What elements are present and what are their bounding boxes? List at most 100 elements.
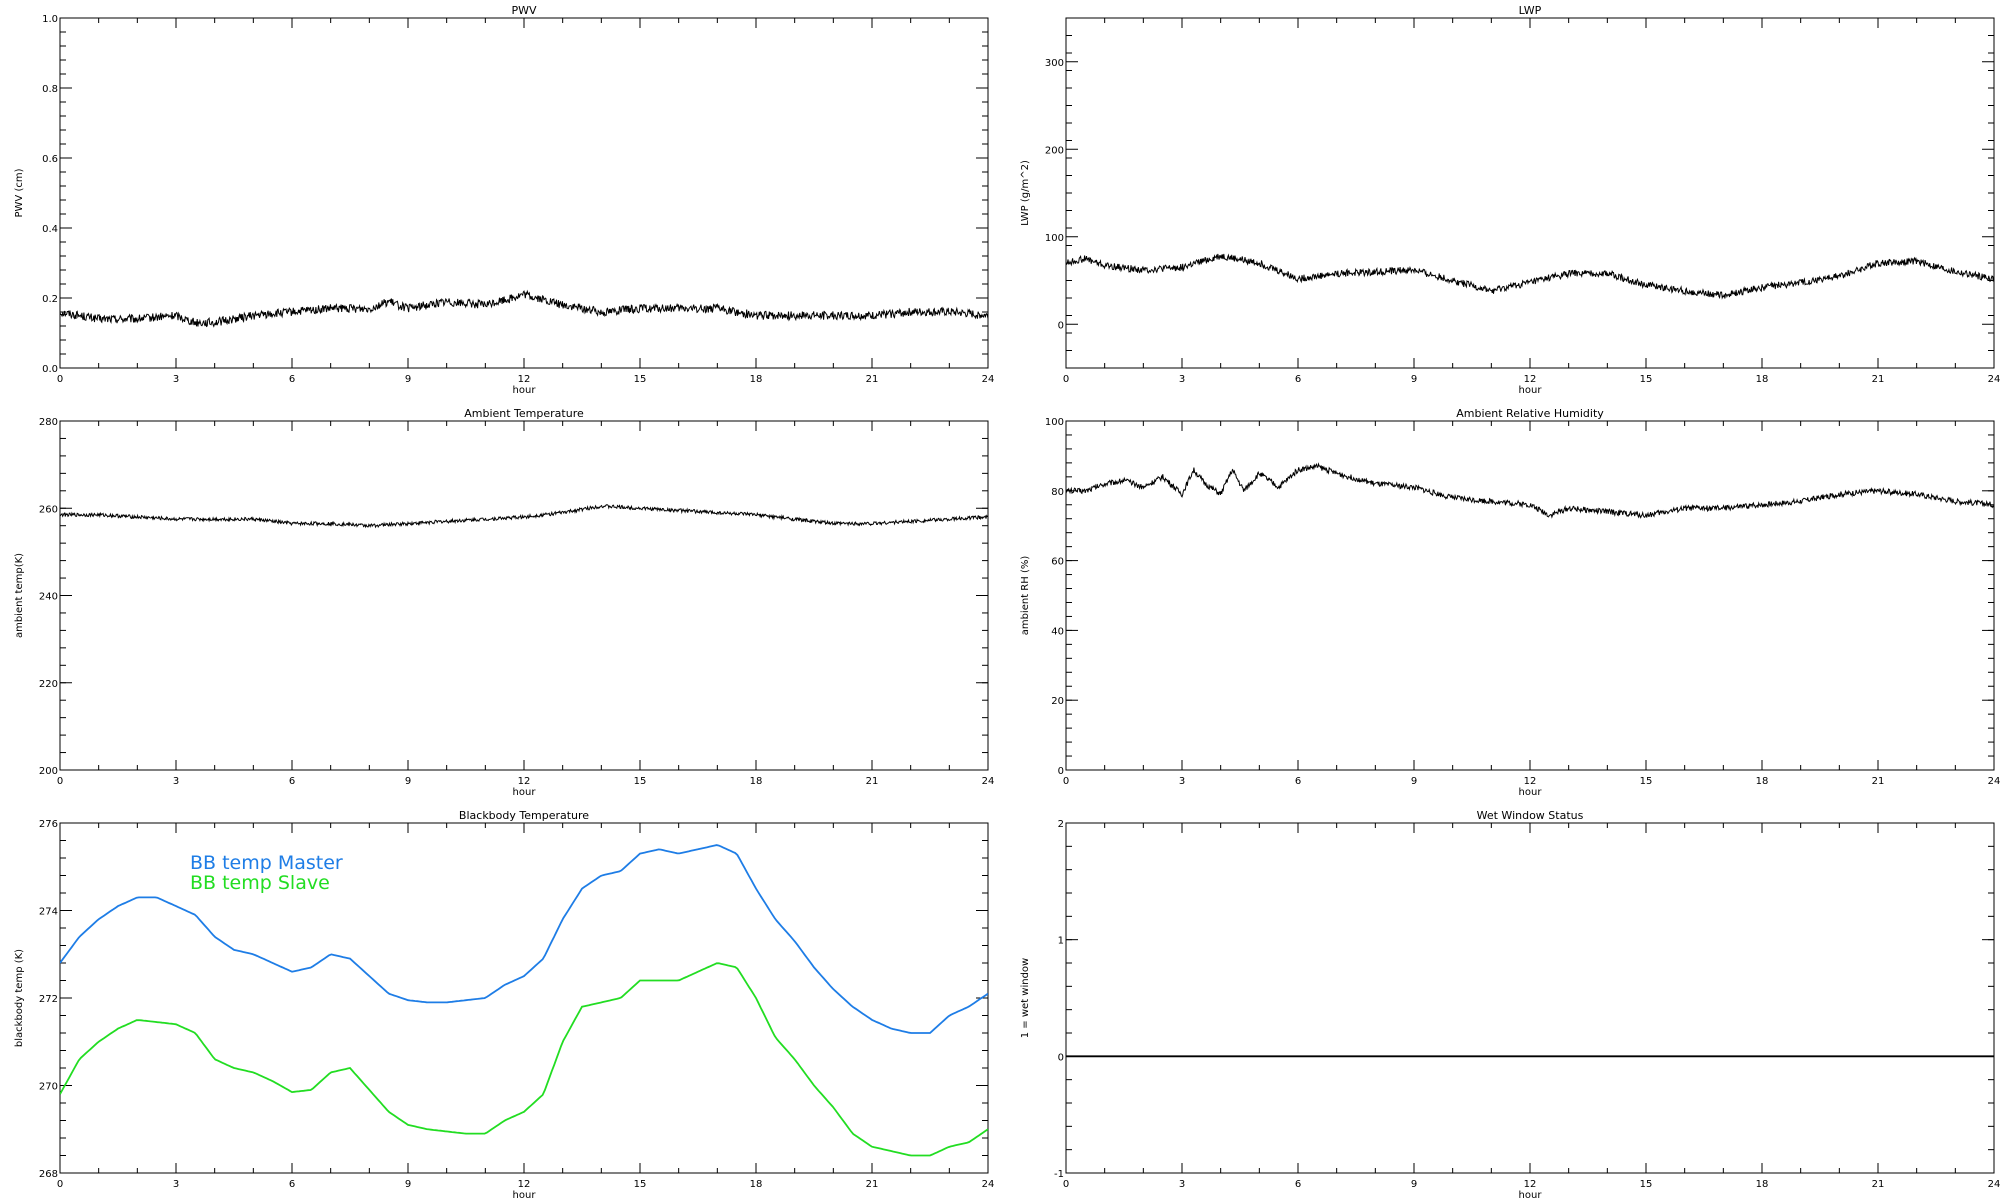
x-axis-label: hour [1519, 385, 1543, 396]
x-tick-label: 18 [750, 374, 763, 385]
y-tick-label: -1 [1054, 1169, 1064, 1180]
x-tick-label: 6 [1295, 374, 1301, 385]
x-tick-label: 18 [750, 1179, 763, 1190]
y-tick-label: 60 [1051, 557, 1064, 568]
x-axis-label: hour [1519, 787, 1543, 798]
x-tick-label: 12 [518, 776, 531, 787]
x-tick-label: 24 [982, 1179, 995, 1190]
y-axis-label: 1 = wet window [1020, 958, 1031, 1038]
chart-title: PWV [511, 4, 537, 17]
y-axis-label: ambient RH (%) [1020, 556, 1031, 636]
chart-panel-pwv: PWV 0 3 6 9 12 15 18 21 24 hour 0.0 0.2 0.4 0.6 0.8 1.0 P… [14, 4, 994, 396]
y-tick-label: 0.4 [42, 224, 58, 235]
plot-frame [1065, 420, 1995, 771]
x-tick-label: 0 [1063, 374, 1069, 385]
x-tick-label: 18 [750, 776, 763, 787]
x-tick-label: 9 [405, 776, 411, 787]
x-tick-label: 0 [57, 776, 63, 787]
y-axis-label: PWV (cm) [14, 168, 25, 217]
chart-panel-ambient-relative-humidity: Ambient Relative Humidity 0 3 6 9 12 15 18 21 24 h… [1020, 407, 2000, 798]
x-tick-label: 24 [1988, 776, 2000, 787]
x-tick-label: 9 [1411, 374, 1417, 385]
x-tick-label: 12 [1524, 374, 1537, 385]
y-tick-label: 1 [1058, 936, 1064, 947]
y-tick-label: 0 [1058, 320, 1064, 331]
x-axis-label: hour [513, 385, 537, 396]
x-axis-label: hour [1519, 1190, 1543, 1200]
x-axis-label: hour [513, 1190, 537, 1200]
y-tick-label: 0.0 [42, 364, 58, 375]
chart-title: LWP [1519, 4, 1542, 17]
x-tick-label: 6 [1295, 1179, 1301, 1190]
y-tick-label: 0.8 [42, 84, 58, 95]
legend-entry-0: BB temp Master [190, 852, 343, 874]
series-line-pwv [60, 289, 988, 328]
chart-title: Ambient Temperature [464, 407, 584, 420]
y-tick-label: 300 [1045, 58, 1064, 69]
chart-title: Blackbody Temperature [459, 809, 589, 822]
chart-title: Ambient Relative Humidity [1456, 407, 1604, 420]
x-tick-label: 18 [1756, 776, 1769, 787]
y-tick-label: 274 [39, 907, 58, 918]
y-axis-label: blackbody temp (K) [14, 949, 25, 1047]
chart-panel-blackbody-temperature: Blackbody Temperature 0 3 6 9 12 15 18 21 24 hour 2… [14, 809, 994, 1200]
y-tick-label: 0 [1058, 766, 1064, 777]
y-tick-label: 240 [39, 592, 58, 603]
chart-panel-lwp: LWP 0 3 6 9 12 15 18 21 24 hour 0 100 200 300 LWP (g/m^… [1020, 4, 2000, 396]
x-tick-label: 3 [173, 1179, 179, 1190]
x-tick-label: 3 [173, 776, 179, 787]
plot-frame [59, 420, 989, 771]
plot-frame [59, 17, 989, 369]
y-tick-label: 0 [1058, 1052, 1064, 1063]
x-tick-label: 3 [1179, 374, 1185, 385]
y-tick-label: 20 [1051, 696, 1064, 707]
y-tick-label: 272 [39, 994, 58, 1005]
y-tick-label: 0.6 [42, 154, 58, 165]
x-tick-label: 21 [1872, 1179, 1885, 1190]
x-tick-label: 18 [1756, 1179, 1769, 1190]
x-tick-label: 12 [518, 1179, 531, 1190]
x-tick-label: 0 [1063, 776, 1069, 787]
x-tick-label: 3 [1179, 776, 1185, 787]
legend-entry-1: BB temp Slave [190, 872, 330, 894]
x-tick-label: 24 [982, 374, 995, 385]
x-tick-label: 6 [289, 374, 295, 385]
x-tick-label: 9 [1411, 1179, 1417, 1190]
x-tick-label: 15 [634, 1179, 647, 1190]
x-tick-label: 6 [289, 1179, 295, 1190]
x-tick-label: 24 [982, 776, 995, 787]
x-tick-label: 21 [866, 776, 879, 787]
y-tick-label: 268 [39, 1169, 58, 1180]
x-tick-label: 18 [1756, 374, 1769, 385]
x-tick-label: 15 [1640, 374, 1653, 385]
x-tick-label: 9 [405, 1179, 411, 1190]
x-tick-label: 21 [866, 1179, 879, 1190]
x-tick-label: 12 [1524, 776, 1537, 787]
series-line-blackbody-temp-1 [60, 962, 988, 1157]
x-tick-label: 3 [1179, 1179, 1185, 1190]
plot-frame [1065, 822, 1995, 1174]
x-tick-label: 15 [634, 374, 647, 385]
y-axis-label: LWP (g/m^2) [1020, 160, 1031, 226]
series-line-blackbody-temp-0 [60, 844, 988, 1034]
x-tick-label: 24 [1988, 374, 2000, 385]
x-tick-label: 15 [634, 776, 647, 787]
y-tick-label: 200 [39, 766, 58, 777]
x-tick-label: 21 [1872, 776, 1885, 787]
chart-panel-ambient-temperature: Ambient Temperature 0 3 6 9 12 15 18 21 24 hour 200… [14, 407, 994, 798]
x-tick-label: 12 [1524, 1179, 1537, 1190]
y-tick-label: 270 [39, 1082, 58, 1093]
series-line-ambient-temp [60, 504, 988, 529]
x-tick-label: 21 [1872, 374, 1885, 385]
y-tick-label: 1.0 [42, 14, 58, 25]
y-tick-label: 276 [39, 819, 58, 830]
chart-title: Wet Window Status [1477, 809, 1584, 822]
y-tick-label: 280 [39, 417, 58, 428]
y-tick-label: 100 [1045, 417, 1064, 428]
series-line-ambient-rh [1066, 462, 1994, 519]
x-tick-label: 21 [866, 374, 879, 385]
x-tick-label: 0 [1063, 1179, 1069, 1190]
x-tick-label: 0 [57, 1179, 63, 1190]
